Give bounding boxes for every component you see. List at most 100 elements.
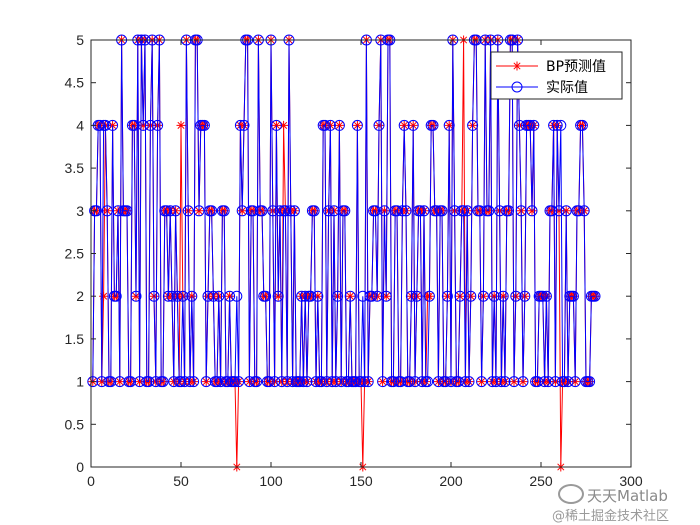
data-point-circle xyxy=(416,376,428,388)
data-point-circle xyxy=(333,119,345,131)
data-point-circle xyxy=(431,205,443,217)
data-point-circle xyxy=(260,290,272,302)
data-point-circle xyxy=(423,290,435,302)
y-tick-label: 0.5 xyxy=(65,416,85,432)
data-point-circle xyxy=(452,376,464,388)
data-point-circle xyxy=(96,376,108,388)
data-point-circle xyxy=(355,376,367,388)
data-point-circle xyxy=(555,119,567,131)
data-point-circle xyxy=(540,290,552,302)
data-point-circle xyxy=(206,205,218,217)
data-point-circle xyxy=(310,376,322,388)
data-point-circle xyxy=(207,290,219,302)
data-point-circle xyxy=(490,376,502,388)
data-point-circle xyxy=(398,119,410,131)
data-point-circle xyxy=(101,205,113,217)
data-point-asterisk xyxy=(279,120,289,130)
data-point-circle xyxy=(256,205,268,217)
data-point-circle xyxy=(193,205,205,217)
data-point-circle xyxy=(330,376,342,388)
data-point-circle xyxy=(411,290,423,302)
data-point-circle xyxy=(143,376,155,388)
data-point-circle xyxy=(395,376,407,388)
data-point-circle xyxy=(463,376,475,388)
data-point-circle xyxy=(321,376,333,388)
data-point-circle xyxy=(454,290,466,302)
data-point-circle xyxy=(441,290,453,302)
data-point-circle xyxy=(128,119,140,131)
data-point-circle xyxy=(274,205,286,217)
data-point-circle xyxy=(558,376,570,388)
data-point-circle xyxy=(377,376,389,388)
data-point-circle xyxy=(296,290,308,302)
data-point-circle xyxy=(373,119,385,131)
data-point-circle xyxy=(319,119,331,131)
legend-label: BP预测值 xyxy=(546,59,606,75)
data-point-circle xyxy=(263,376,275,388)
data-point-circle xyxy=(427,119,439,131)
data-point-circle xyxy=(526,205,538,217)
data-point-circle xyxy=(269,376,281,388)
data-point-circle xyxy=(107,119,119,131)
data-point-circle xyxy=(515,205,527,217)
data-point-circle xyxy=(414,205,426,217)
data-point-circle xyxy=(164,205,176,217)
data-point-circle xyxy=(573,205,585,217)
data-point-circle xyxy=(576,119,588,131)
data-point-circle xyxy=(465,290,477,302)
data-point-circle xyxy=(312,290,324,302)
data-point-circle xyxy=(458,205,470,217)
data-point-circle xyxy=(179,376,191,388)
data-point-circle xyxy=(130,290,142,302)
data-point-circle xyxy=(378,205,390,217)
data-point-circle xyxy=(497,290,509,302)
data-point-circle xyxy=(186,290,198,302)
watermark-logo-icon xyxy=(558,484,584,504)
data-point-circle xyxy=(315,376,327,388)
legend-label: 实际值 xyxy=(546,80,588,96)
data-point-circle xyxy=(474,205,486,217)
data-point-circle xyxy=(202,290,214,302)
y-tick-label: 1 xyxy=(76,374,84,390)
data-point-circle xyxy=(584,376,596,388)
y-tick-label: 4 xyxy=(76,117,84,133)
data-point-circle xyxy=(200,376,212,388)
data-point-circle xyxy=(369,205,381,217)
data-point-circle xyxy=(539,376,551,388)
data-point-circle xyxy=(213,290,225,302)
data-point-circle xyxy=(144,119,156,131)
data-point-circle xyxy=(359,376,371,388)
data-point-circle xyxy=(380,290,392,302)
data-point-circle xyxy=(409,376,421,388)
data-point-circle xyxy=(182,205,194,217)
data-point-circle xyxy=(238,119,250,131)
legend-asterisk-icon xyxy=(512,61,522,71)
data-point-circle xyxy=(443,119,455,131)
y-tick-label: 3 xyxy=(76,203,84,219)
data-point-circle xyxy=(362,376,374,388)
data-point-circle xyxy=(218,205,230,217)
data-point-circle xyxy=(175,376,187,388)
data-point-circle xyxy=(215,376,227,388)
x-tick-label: 150 xyxy=(349,473,373,489)
y-tick-label: 3.5 xyxy=(65,160,85,176)
x-tick-label: 50 xyxy=(173,473,189,489)
data-point-circle xyxy=(231,290,243,302)
data-point-circle xyxy=(567,290,579,302)
data-point-circle xyxy=(166,290,178,302)
data-point-circle xyxy=(519,290,531,302)
data-point-circle xyxy=(114,376,126,388)
data-point-circle xyxy=(339,205,351,217)
data-point-circle xyxy=(112,205,124,217)
data-point-circle xyxy=(422,376,434,388)
data-point-circle xyxy=(110,290,122,302)
data-point-circle xyxy=(272,290,284,302)
data-point-circle xyxy=(510,290,522,302)
data-point-circle xyxy=(357,290,369,302)
data-point-circle xyxy=(279,205,291,217)
data-point-circle xyxy=(344,290,356,302)
data-point-asterisk xyxy=(176,120,186,130)
data-point-circle xyxy=(285,205,297,217)
data-point-circle xyxy=(351,119,363,131)
